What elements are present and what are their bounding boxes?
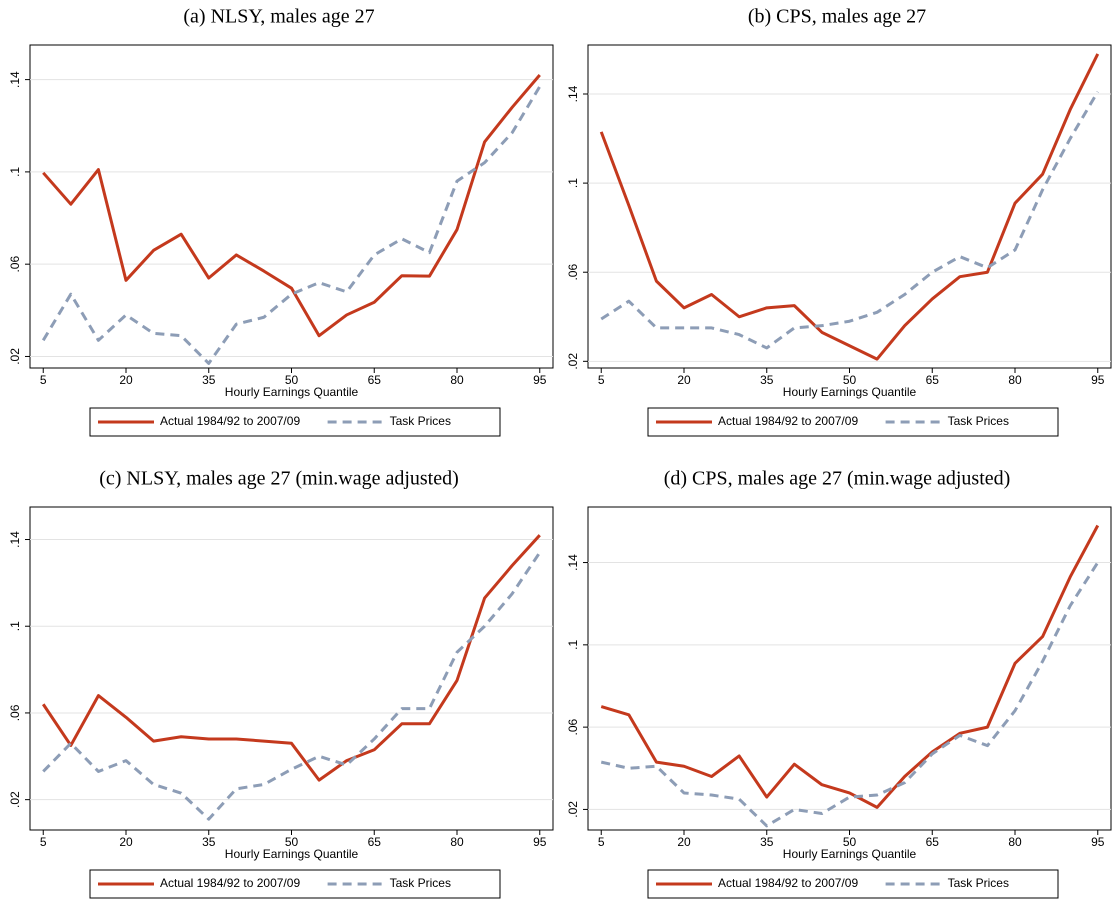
x-tick-label: 50 — [285, 373, 299, 387]
y-tick-label: .14 — [8, 531, 22, 548]
x-tick-label: 80 — [450, 373, 464, 387]
legend-label: Actual 1984/92 to 2007/09 — [718, 414, 858, 428]
y-tick-label: .1 — [566, 640, 580, 650]
x-tick-label: 35 — [202, 835, 216, 849]
y-tick-label: .02 — [8, 791, 22, 808]
y-tick-label: .1 — [566, 178, 580, 188]
series-line — [599, 53, 1100, 361]
legend-label: Task Prices — [390, 876, 451, 890]
legend-label: Actual 1984/92 to 2007/09 — [718, 876, 858, 890]
x-axis-label: Hourly Earnings Quantile — [783, 385, 917, 399]
x-tick-label: 65 — [368, 835, 382, 849]
series-line — [41, 85, 542, 365]
y-tick-label: .02 — [566, 353, 580, 370]
x-tick-label: 5 — [598, 373, 605, 387]
series-line — [600, 524, 1100, 809]
x-tick-label: 95 — [1091, 373, 1105, 387]
y-tick-label: .02 — [8, 348, 22, 365]
x-tick-label: 65 — [368, 373, 382, 387]
legend-label: Task Prices — [948, 414, 1009, 428]
x-tick-label: 65 — [926, 835, 940, 849]
y-tick-label: .1 — [8, 621, 22, 631]
x-tick-label: 20 — [677, 835, 691, 849]
series-line — [600, 561, 1100, 828]
y-tick-label: .06 — [566, 264, 580, 281]
x-tick-label: 20 — [119, 835, 133, 849]
x-tick-label: 80 — [1008, 373, 1022, 387]
series-line — [42, 551, 542, 821]
y-tick-label: .1 — [8, 167, 22, 177]
x-axis-label: Hourly Earnings Quantile — [225, 847, 359, 861]
x-tick-label: 95 — [1091, 835, 1105, 849]
y-tick-label: .14 — [566, 554, 580, 571]
x-tick-label: 5 — [598, 835, 605, 849]
x-tick-label: 50 — [285, 835, 299, 849]
series-line — [41, 534, 541, 782]
legend-box — [89, 869, 501, 899]
y-tick-label: .02 — [566, 801, 580, 818]
legend-label: Actual 1984/92 to 2007/09 — [160, 876, 300, 890]
y-tick-label: .06 — [8, 704, 22, 721]
x-tick-label: 80 — [1008, 835, 1022, 849]
legend-box — [647, 407, 1059, 437]
x-tick-label: 20 — [677, 373, 691, 387]
x-tick-label: 5 — [40, 373, 47, 387]
legend-box — [647, 869, 1059, 899]
x-axis-label: Hourly Earnings Quantile — [783, 847, 917, 861]
y-tick-label: .06 — [566, 718, 580, 735]
x-tick-label: 5 — [40, 835, 47, 849]
legend-label: Actual 1984/92 to 2007/09 — [160, 414, 300, 428]
x-tick-label: 80 — [450, 835, 464, 849]
y-tick-label: .06 — [8, 256, 22, 273]
plot-area — [29, 506, 554, 831]
x-tick-label: 95 — [533, 835, 547, 849]
plot-area — [587, 506, 1112, 831]
x-tick-label: 65 — [926, 373, 940, 387]
x-tick-label: 20 — [119, 373, 133, 387]
series-line — [42, 74, 541, 338]
y-tick-label: .14 — [566, 85, 580, 102]
chart-title: (a) NLSY, males age 27 — [183, 6, 374, 28]
chart-title: (d) CPS, males age 27 (min.wage adjusted… — [664, 468, 1011, 490]
chart-title: (b) CPS, males age 27 — [748, 6, 926, 28]
chart-title: (c) NLSY, males age 27 (min.wage adjuste… — [99, 468, 459, 490]
series-line — [600, 91, 1100, 350]
x-tick-label: 35 — [760, 373, 774, 387]
x-tick-label: 95 — [533, 373, 547, 387]
legend-label: Task Prices — [390, 414, 451, 428]
x-tick-label: 50 — [843, 373, 857, 387]
x-tick-label: 35 — [202, 373, 216, 387]
x-axis-label: Hourly Earnings Quantile — [225, 385, 359, 399]
legend-label: Task Prices — [948, 876, 1009, 890]
y-tick-label: .14 — [8, 71, 22, 88]
x-tick-label: 35 — [760, 835, 774, 849]
plot-area — [587, 44, 1112, 369]
legend-box — [89, 407, 501, 437]
x-tick-label: 50 — [843, 835, 857, 849]
